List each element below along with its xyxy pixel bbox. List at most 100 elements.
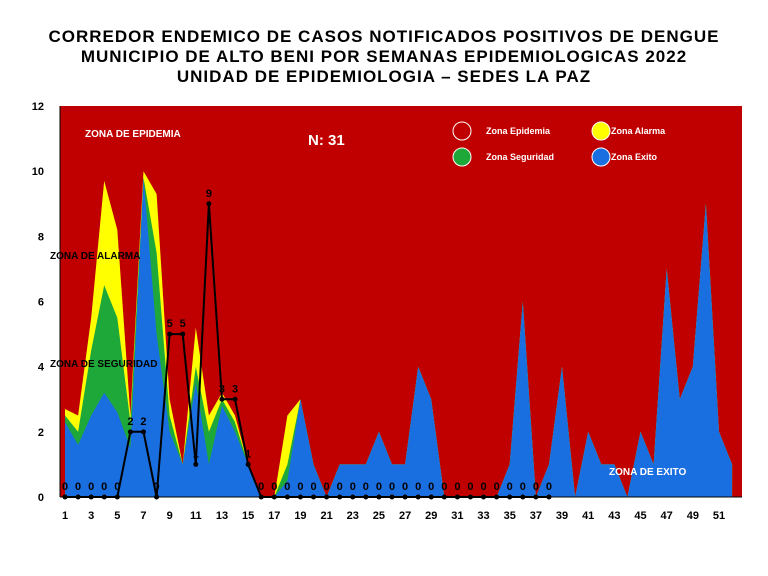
n-total-annotation: N: 31 [308,132,345,149]
casos-point [114,494,120,500]
x-tick-label: 1 [62,510,68,522]
x-tick-label: 5 [114,510,120,522]
x-tick-label: 31 [451,510,463,522]
casos-point [520,494,526,500]
chart-title-line-2: MUNICIPIO DE ALTO BENI POR SEMANAS EPIDE… [80,47,688,66]
casos-point [75,494,81,500]
casos-data-label: 0 [350,481,356,493]
casos-data-label: 0 [258,481,264,493]
x-tick-label: 35 [504,510,516,522]
zona-exito-area [65,177,733,497]
casos-data-label: 0 [88,481,94,493]
casos-point [481,494,487,500]
casos-point [311,494,317,500]
casos-point [389,494,395,500]
x-tick-label: 39 [556,510,568,522]
y-tick-label: 8 [38,231,44,243]
casos-data-label: 0 [533,481,539,493]
casos-point [154,494,160,500]
y-tick-label: 12 [32,101,44,113]
casos-data-label: 3 [219,383,225,395]
casos-point [140,429,146,435]
chart-title-line-1: CORREDOR ENDEMICO DE CASOS NOTIFICADOS P… [48,27,720,46]
casos-point [350,494,356,500]
casos-data-label: 0 [376,481,382,493]
casos-data-label: 0 [324,481,330,493]
casos-data-label: 5 [180,318,186,330]
legend-marker [452,147,472,167]
x-tick-label: 11 [190,510,202,522]
legend-label: Zona Seguridad [486,152,554,162]
casos-point [101,494,107,500]
casos-point [402,494,408,500]
casos-point [284,494,290,500]
casos-point [62,494,68,500]
legend-label: Zona Alarma [611,126,666,136]
y-tick-label: 4 [38,362,45,374]
casos-data-label: 0 [114,481,120,493]
casos-data-label: 0 [415,481,421,493]
casos-data-label: 0 [363,481,369,493]
casos-point [324,494,330,500]
casos-point [297,494,303,500]
x-tick-label: 23 [347,510,359,522]
casos-data-label: 5 [167,318,173,330]
casos-point [232,396,238,402]
casos-point [376,494,382,500]
x-tick-label: 25 [373,510,385,522]
casos-point [467,494,473,500]
casos-point [88,494,94,500]
x-tick-label: 45 [634,510,646,522]
chart-title-line-3: UNIDAD DE EPIDEMIOLOGIA – SEDES LA PAZ [176,67,592,86]
legend-label: Zona Epidemia [486,126,551,136]
casos-point [245,461,251,467]
casos-data-label: 0 [507,481,513,493]
casos-point [363,494,369,500]
casos-point [507,494,513,500]
casos-data-label: 0 [310,481,316,493]
casos-point [533,494,539,500]
x-tick-label: 13 [216,510,228,522]
x-tick-label: 17 [268,510,280,522]
casos-point [193,461,199,467]
casos-data-label: 1 [245,448,251,460]
x-tick-label: 15 [242,510,254,522]
casos-data-label: 0 [402,481,408,493]
casos-point [219,396,225,402]
casos-data-label: 0 [480,481,486,493]
casos-data-label: 0 [75,481,81,493]
legend-marker [452,121,472,141]
casos-data-label: 2 [127,416,133,428]
casos-point [428,494,434,500]
casos-point [415,494,421,500]
casos-data-label: 0 [520,481,526,493]
casos-point [494,494,500,500]
y-tick-label: 10 [32,166,44,178]
casos-point [258,494,264,500]
casos-data-label: 0 [467,481,473,493]
casos-data-label: 0 [494,481,500,493]
legend-marker [591,147,611,167]
casos-point [271,494,277,500]
legend-label: Zona Exito [611,152,658,162]
casos-data-label: 0 [101,481,107,493]
legend-marker [591,121,611,141]
casos-data-label: 0 [62,481,68,493]
x-tick-label: 9 [167,510,173,522]
casos-point [454,494,460,500]
x-tick-label: 51 [713,510,725,522]
x-tick-label: 41 [582,510,594,522]
casos-data-label: 0 [428,481,434,493]
casos-point [546,494,552,500]
casos-point [167,331,173,337]
x-tick-label: 47 [661,510,673,522]
x-tick-label: 37 [530,510,542,522]
x-tick-label: 29 [425,510,437,522]
x-tick-label: 19 [294,510,306,522]
zona-alarma-annotation: ZONA DE ALARMA [50,251,140,262]
casos-data-label: 0 [337,481,343,493]
casos-data-label: 0 [454,481,460,493]
casos-data-label: 0 [153,481,159,493]
x-tick-label: 7 [140,510,146,522]
